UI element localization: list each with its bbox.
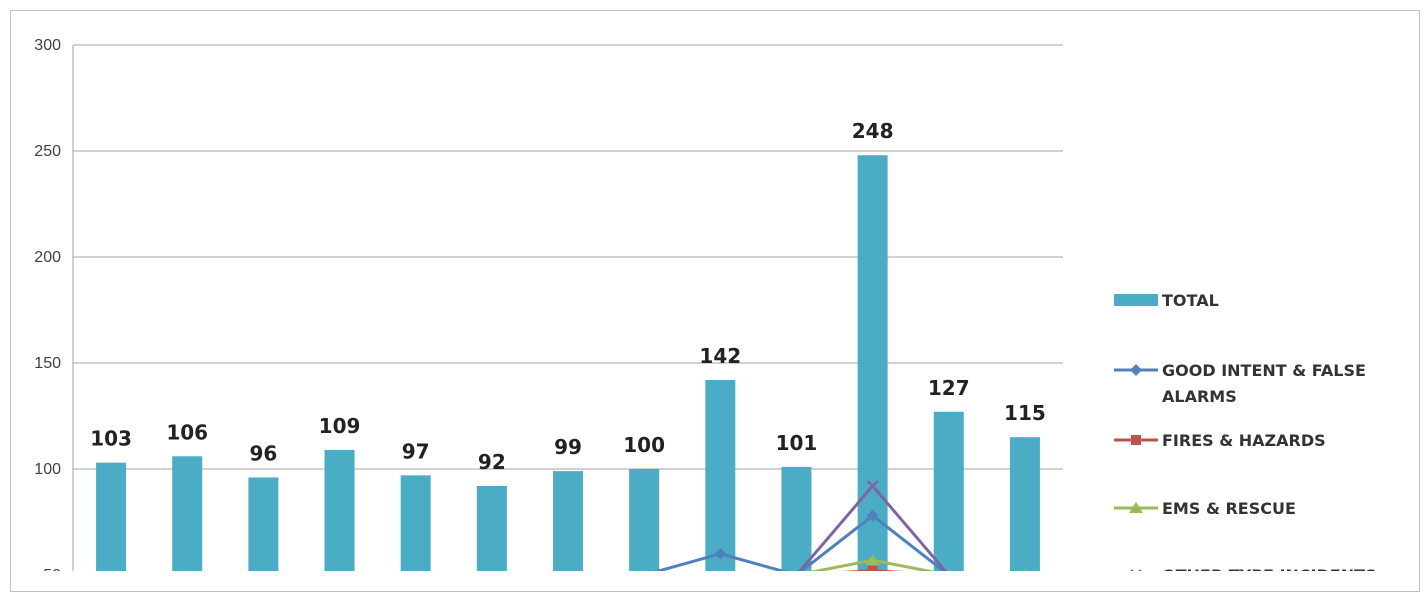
- line-series: [644, 481, 1032, 571]
- bar-7: [553, 471, 583, 571]
- legend-marker-fires-hazards: [1131, 435, 1141, 445]
- y-tick-label-150: 150: [34, 355, 61, 372]
- legend-label-other-type-incidents: OTHER TYPE INCIDENTS: [1162, 566, 1377, 571]
- legend-item-ems-rescue: EMS & RESCUE: [1114, 499, 1296, 518]
- y-tick-label-200: 200: [34, 249, 61, 266]
- bar-9: [705, 380, 735, 571]
- bar-10: [781, 467, 811, 571]
- data-label-7: 99: [554, 435, 582, 459]
- bar-4: [325, 450, 355, 571]
- data-label-3: 96: [249, 441, 277, 465]
- y-tick-label-300: 300: [34, 37, 61, 54]
- line-ems-rescue: [796, 560, 1024, 571]
- data-label-11: 248: [852, 119, 894, 143]
- data-label-5: 97: [402, 439, 430, 463]
- legend-item-fires-hazards: FIRES & HAZARDS: [1114, 431, 1326, 450]
- bar-3: [248, 477, 278, 571]
- legend-label-ems-rescue: EMS & RESCUE: [1162, 499, 1296, 518]
- data-label-8: 100: [623, 433, 665, 457]
- data-label-1: 103: [90, 427, 132, 451]
- data-label-9: 142: [699, 344, 741, 368]
- data-labels: 103 106 96 109 97 92 99 100 142 101 248 127 115: [90, 119, 1046, 474]
- legend-item-total: TOTAL: [1114, 291, 1219, 310]
- data-label-4: 109: [319, 414, 361, 438]
- y-tick-label-50: 50: [43, 567, 61, 571]
- y-tick-label-100: 100: [34, 461, 61, 478]
- legend-label-total: TOTAL: [1162, 291, 1219, 310]
- data-label-10: 101: [776, 431, 818, 455]
- point-fires-hazards-11: [868, 566, 878, 571]
- bar-6: [477, 486, 507, 571]
- legend-item-other-type-incidents: OTHER TYPE INCIDENTS: [1114, 566, 1377, 571]
- bar-1: [96, 463, 126, 571]
- bar-5: [401, 475, 431, 571]
- bar-12: [934, 412, 964, 571]
- bar-2: [172, 456, 202, 571]
- bar-8: [629, 469, 659, 571]
- y-tick-label-250: 250: [34, 143, 61, 160]
- legend-label-fires-hazards: FIRES & HAZARDS: [1162, 431, 1326, 450]
- legend-swatch-total: [1114, 294, 1158, 306]
- chart: 50 100 150 200 250 300 103 106 96 109 97 92 99 100 14…: [0, 0, 1426, 571]
- data-label-2: 106: [166, 420, 208, 444]
- data-label-6: 92: [478, 450, 506, 474]
- legend-marker-good-intent-false-alarms: [1130, 364, 1142, 376]
- y-axis-ticks: 50 100 150 200 250 300: [34, 37, 61, 571]
- data-label-13: 115: [1004, 401, 1046, 425]
- bar-11: [858, 155, 888, 571]
- data-label-12: 127: [928, 376, 970, 400]
- bar-13: [1010, 437, 1040, 571]
